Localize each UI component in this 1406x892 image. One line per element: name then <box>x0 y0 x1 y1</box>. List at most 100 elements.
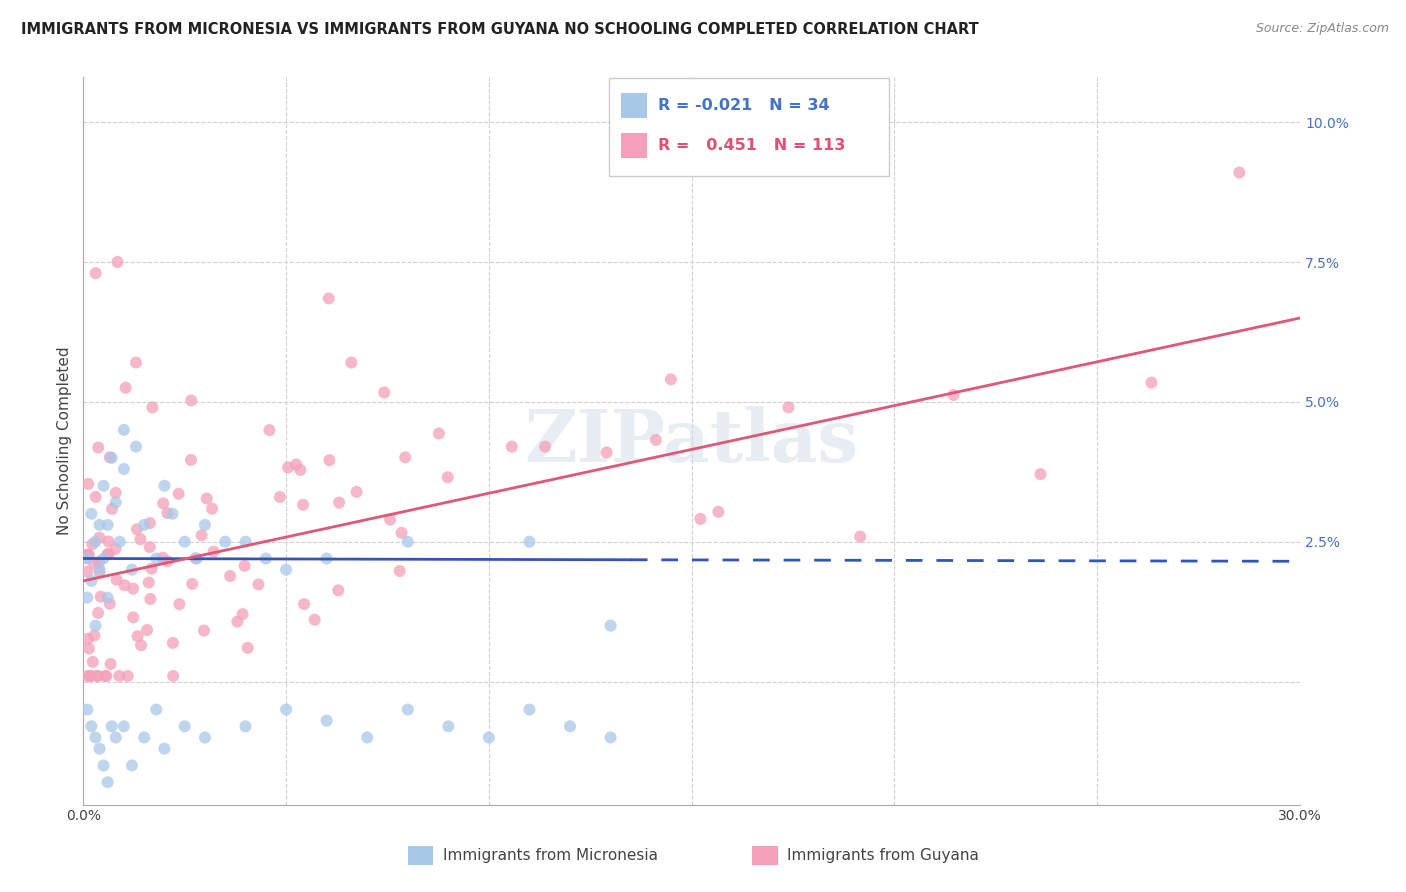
Point <box>139 540 162 554</box>
Point <box>101 502 124 516</box>
Point <box>98 597 121 611</box>
Point <box>87 669 110 683</box>
Point <box>80 507 103 521</box>
Point <box>394 450 416 465</box>
Point <box>247 577 270 591</box>
Point <box>437 719 460 733</box>
Point <box>173 719 195 733</box>
Point <box>181 577 204 591</box>
Point <box>162 636 184 650</box>
Text: R = -0.021   N = 34: R = -0.021 N = 34 <box>658 98 830 112</box>
Point <box>87 606 110 620</box>
Point <box>86 669 108 683</box>
Point <box>83 557 105 571</box>
Point <box>89 563 111 577</box>
Point <box>121 758 143 772</box>
Point <box>173 534 195 549</box>
Point <box>274 563 297 577</box>
Point <box>315 714 337 728</box>
Point <box>84 618 107 632</box>
Point <box>80 574 103 588</box>
Point <box>89 555 111 569</box>
Text: IMMIGRANTS FROM MICRONESIA VS IMMIGRANTS FROM GUYANA NO SCHOOLING COMPLETED CORR: IMMIGRANTS FROM MICRONESIA VS IMMIGRANTS… <box>21 22 979 37</box>
Point <box>77 548 100 562</box>
Point <box>76 551 98 566</box>
Point <box>76 548 98 562</box>
Point <box>129 638 152 652</box>
Point <box>104 495 127 509</box>
Text: ZIPatlas: ZIPatlas <box>524 406 859 476</box>
Point <box>501 440 523 454</box>
Point <box>105 573 128 587</box>
Point <box>202 544 225 558</box>
Point <box>138 575 160 590</box>
Point <box>139 516 162 530</box>
Point <box>87 441 110 455</box>
Point <box>76 551 98 566</box>
Point <box>84 534 107 549</box>
Point <box>356 731 378 745</box>
Point <box>645 433 668 447</box>
Point <box>108 534 131 549</box>
Text: Immigrants from Guyana: Immigrants from Guyana <box>787 848 979 863</box>
Point <box>519 534 541 549</box>
Point <box>277 460 299 475</box>
Point <box>77 476 100 491</box>
Point <box>77 641 100 656</box>
Text: Source: ZipAtlas.com: Source: ZipAtlas.com <box>1256 22 1389 36</box>
Point <box>380 513 402 527</box>
Point <box>290 463 312 477</box>
Point <box>707 505 730 519</box>
Point <box>97 547 120 561</box>
Point <box>226 615 249 629</box>
Point <box>107 255 129 269</box>
Point <box>145 702 167 716</box>
Point <box>100 450 122 465</box>
Point <box>104 541 127 556</box>
Point <box>942 388 965 402</box>
Text: Immigrants from Micronesia: Immigrants from Micronesia <box>443 848 658 863</box>
Point <box>76 632 98 646</box>
Point <box>82 655 104 669</box>
Point <box>134 731 156 745</box>
Point <box>269 490 291 504</box>
Point <box>391 525 413 540</box>
Point <box>274 702 297 716</box>
Point <box>427 426 450 441</box>
Point <box>346 485 368 500</box>
Point <box>214 534 236 549</box>
Point <box>89 741 111 756</box>
Point <box>167 487 190 501</box>
Point <box>285 458 308 472</box>
Point <box>76 565 98 579</box>
Point <box>90 590 112 604</box>
Point <box>169 597 191 611</box>
Point <box>534 440 557 454</box>
Point <box>318 292 340 306</box>
Point <box>139 591 162 606</box>
Point <box>186 551 208 566</box>
Point <box>233 558 256 573</box>
Point <box>93 479 115 493</box>
Point <box>152 550 174 565</box>
Point <box>153 479 176 493</box>
Point <box>84 266 107 280</box>
Point <box>80 669 103 683</box>
Point <box>292 498 315 512</box>
Point <box>98 450 121 465</box>
Point <box>89 517 111 532</box>
Point <box>396 702 419 716</box>
Point <box>80 719 103 733</box>
Point <box>340 355 363 369</box>
Point <box>96 548 118 562</box>
Point <box>235 534 257 549</box>
Point <box>849 530 872 544</box>
Point <box>232 607 254 622</box>
Point <box>595 445 617 459</box>
Point <box>259 423 281 437</box>
Point <box>156 506 179 520</box>
Point <box>122 582 145 596</box>
Point <box>114 381 136 395</box>
Point <box>659 372 682 386</box>
Text: R =   0.451   N = 113: R = 0.451 N = 113 <box>658 138 845 153</box>
